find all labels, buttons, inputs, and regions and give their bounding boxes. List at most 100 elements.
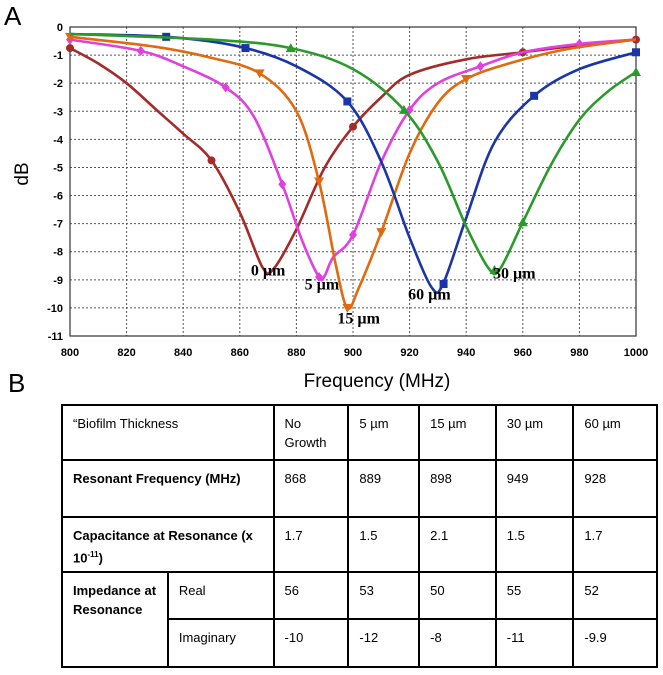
- y-tick-label: -9: [53, 275, 63, 287]
- curve-label: 15 µm: [337, 310, 380, 327]
- x-tick-label: 840: [174, 347, 192, 359]
- data-point: [489, 264, 500, 274]
- table-cell: 898: [418, 459, 497, 518]
- x-tick-label: 800: [61, 347, 79, 359]
- table-cell: 928: [572, 459, 658, 518]
- header-col: 30 µm: [494, 404, 575, 461]
- plot-frame: [69, 26, 637, 337]
- table-cell: 50: [418, 571, 497, 621]
- capacitance-label-end: ): [98, 550, 103, 566]
- table-row: Capacitance at Resonance (x 10-11) 1.7 1…: [61, 515, 658, 574]
- data-point: [632, 48, 640, 57]
- y-tick-label: 0: [57, 22, 63, 34]
- panel-label-b: B: [8, 368, 26, 398]
- table-cell: 1.5: [494, 515, 575, 574]
- data-point: [476, 61, 485, 72]
- y-tick-label: -6: [53, 191, 63, 203]
- data-point: [207, 156, 216, 165]
- sub-row-label: Real: [166, 571, 275, 621]
- data-point: [349, 122, 357, 131]
- data-point: [439, 280, 448, 289]
- series-line: [69, 38, 637, 276]
- x-tick-label: 860: [231, 347, 249, 359]
- capacitance-exponent: -11: [87, 550, 99, 559]
- y-tick-label: -10: [47, 303, 63, 315]
- data-point: [376, 228, 387, 238]
- table-cell: 949: [494, 459, 575, 518]
- y-tick-label: -3: [53, 106, 63, 118]
- row-label: Resonant Frequency (MHz): [61, 459, 275, 518]
- table-cell: 889: [347, 459, 421, 518]
- series-line: [69, 35, 637, 310]
- table-cell: -9.9: [572, 618, 658, 669]
- x-tick-label: 820: [117, 347, 135, 359]
- header-col: 60 µm: [572, 404, 658, 461]
- data-point: [66, 44, 74, 53]
- table-row: Resonant Frequency (MHz) 868 889 898 949…: [61, 459, 658, 518]
- series-line: [69, 32, 637, 295]
- capacitance-label: Capacitance at Resonance (x 10: [73, 528, 253, 566]
- y-tick-label: -5: [53, 162, 63, 174]
- chart-axes: 800 820 840 860 880 900 920 940 960 980 1000 0 -1 -2 -…: [47, 22, 648, 359]
- data-point: [221, 82, 230, 93]
- x-tick-label: 900: [344, 347, 362, 359]
- table-cell: -8: [418, 618, 497, 669]
- x-tick-label: 1000: [624, 347, 648, 359]
- data-point: [241, 44, 250, 53]
- biofilm-table: “Biofilm Thickness No Growth 5 µm 15 µm …: [61, 404, 658, 669]
- x-axis-title: Frequency (MHz): [304, 371, 451, 392]
- table-cell: -12: [347, 618, 421, 669]
- y-tick-label: -7: [53, 219, 63, 231]
- table-cell: -10: [272, 618, 350, 669]
- y-tick-label: -1: [53, 50, 63, 62]
- header-col: 5 µm: [347, 404, 421, 461]
- y-tick-label: -11: [48, 331, 63, 343]
- data-point: [278, 179, 287, 190]
- series-5m: [66, 34, 637, 283]
- curve-label: 5 µm: [305, 277, 340, 294]
- x-tick-label: 880: [287, 347, 305, 359]
- table-cell: -11: [494, 618, 575, 669]
- curve-label: 0 µm: [251, 263, 286, 280]
- header-col: No Growth: [272, 404, 350, 461]
- data-point: [136, 45, 145, 56]
- header-col: 15 µm: [418, 404, 497, 461]
- data-point: [530, 91, 539, 100]
- x-tick-label: 980: [570, 347, 588, 359]
- table-header-row: “Biofilm Thickness No Growth 5 µm 15 µm …: [61, 404, 658, 461]
- chart-grid: [69, 26, 637, 337]
- header-label: “Biofilm Thickness: [61, 404, 275, 461]
- data-point: [517, 217, 528, 227]
- y-axis-title: dB: [12, 162, 33, 185]
- resonance-chart: 800 820 840 860 880 900 920 940 960 980 1000 0 -1 -2 -…: [12, 22, 648, 392]
- table-cell: 55: [494, 571, 575, 621]
- sub-row-label: Imaginary: [166, 618, 275, 669]
- data-point: [314, 177, 325, 187]
- y-tick-label: -8: [53, 247, 63, 259]
- table-cell: 2.1: [418, 515, 497, 574]
- series-30m: [69, 32, 641, 276]
- series-60m: [69, 32, 640, 295]
- x-tick-label: 960: [514, 347, 532, 359]
- x-tick-label: 920: [400, 347, 418, 359]
- row-label: Impedance at Resonance: [61, 571, 169, 669]
- table-cell: 1.7: [572, 515, 658, 574]
- data-point: [398, 104, 409, 114]
- data-point: [315, 272, 324, 283]
- data-point: [343, 97, 352, 106]
- table-cell: 56: [272, 571, 350, 621]
- y-tick-label: -4: [53, 134, 64, 146]
- data-point: [342, 303, 353, 313]
- table-cell: 1.7: [272, 515, 350, 574]
- table-row: Imaginary -10 -12 -8 -11 -9.9: [62, 618, 658, 669]
- data-point: [254, 69, 265, 79]
- table-cell: 53: [347, 571, 421, 621]
- series-15m: [65, 32, 637, 313]
- panel-label-a: A: [4, 1, 22, 31]
- data-point: [349, 229, 357, 240]
- table-cell: 52: [572, 571, 658, 621]
- table-cell: 1.5: [347, 515, 421, 574]
- curve-label: 60 µm: [408, 286, 451, 303]
- data-point: [461, 74, 472, 84]
- y-tick-label: -2: [53, 78, 63, 90]
